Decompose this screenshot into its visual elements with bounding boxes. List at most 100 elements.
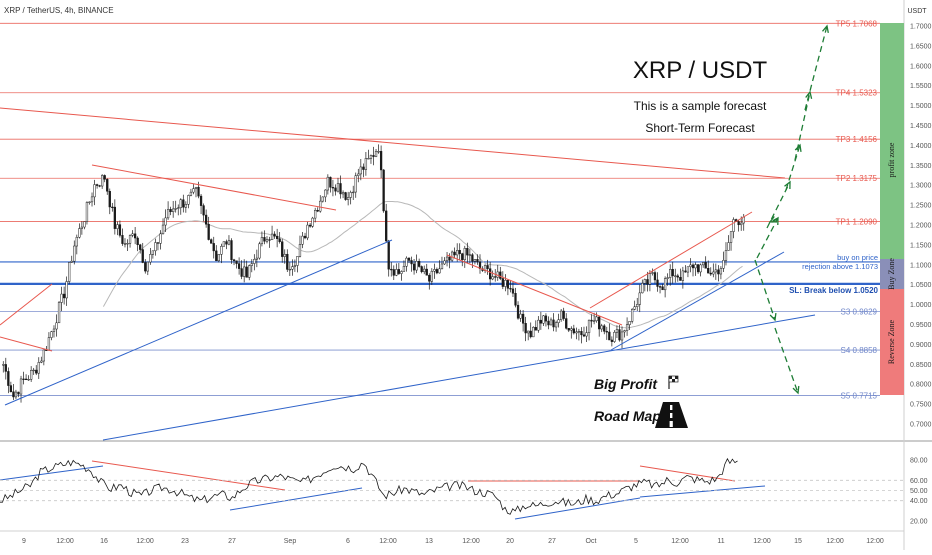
candle-body (653, 272, 657, 281)
candle-body (461, 253, 464, 261)
candle-body (717, 269, 720, 275)
projection-arrow-head (769, 313, 777, 322)
candle-body (116, 224, 119, 229)
candle-body (357, 173, 360, 176)
subtitle-shortterm: Short-Term Forecast (645, 121, 755, 135)
candle-body (415, 260, 418, 271)
x-tick-label: 5 (634, 538, 638, 545)
projection-arrow-shaft (754, 259, 776, 321)
y-tick-label: 1.3500 (910, 163, 932, 170)
candle-body (392, 269, 395, 276)
candle-body (636, 304, 639, 307)
x-tick-label: 12:00 (753, 538, 771, 545)
candle-body (625, 324, 629, 331)
candle-body (418, 260, 421, 267)
candle-body (235, 260, 238, 264)
candle-body (75, 236, 78, 247)
x-tick-label: 27 (228, 538, 236, 545)
y-tick-label: 0.9500 (910, 322, 932, 329)
candle-body (50, 331, 53, 338)
candle-body (14, 391, 18, 398)
candle-body (240, 268, 243, 277)
candle-body (339, 183, 342, 195)
candle-body (336, 183, 340, 192)
trendline-red (0, 107, 786, 179)
candle-body (732, 219, 735, 232)
candle-body (658, 286, 662, 288)
candle-body (164, 217, 167, 226)
rsi-trendline-blue (639, 485, 766, 498)
y-tick-label: 0.7000 (910, 422, 932, 429)
y-tick-label: 0.8000 (910, 382, 932, 389)
candle-body (445, 256, 449, 262)
candle-body (121, 235, 124, 244)
candle-body (362, 166, 365, 170)
candle-body (210, 239, 213, 244)
candle-body (620, 331, 624, 341)
candle-body (643, 279, 646, 284)
candle-body (684, 270, 687, 273)
candle-body (565, 318, 568, 329)
projection-arrow-head (794, 143, 802, 152)
y-tick-label: 1.6000 (910, 63, 932, 70)
candle-body (123, 243, 127, 245)
candle-body (450, 251, 454, 261)
candle-body (182, 199, 185, 208)
projection-arrow (794, 90, 813, 161)
candle-body (103, 175, 106, 180)
candle-body (232, 259, 236, 262)
candle-body (347, 197, 350, 200)
candle-body (146, 261, 149, 272)
x-tick-label: 12:00 (462, 538, 480, 545)
x-tick-label: 6 (346, 538, 350, 545)
candle-body (225, 241, 228, 245)
x-tick-label: 13 (425, 538, 433, 545)
candle-body (385, 210, 388, 242)
candle-body (463, 248, 466, 261)
road-icon (655, 402, 688, 428)
trendline-red (0, 283, 53, 326)
candle-body (542, 315, 545, 324)
candle-body (35, 369, 38, 374)
candle-body (248, 265, 251, 278)
candle-body (245, 266, 248, 278)
projection-arrow (804, 24, 829, 111)
projection-arrow-shaft (756, 217, 779, 259)
y-tick-label: 1.6500 (910, 43, 932, 50)
candle-body (702, 262, 705, 266)
candle-body (628, 321, 631, 325)
candle-body (40, 360, 43, 363)
candle-body (179, 199, 182, 209)
candle-body (722, 260, 725, 269)
candle-body (582, 334, 586, 337)
rsi-line (0, 457, 738, 515)
candle-body (453, 251, 456, 256)
candle-body (293, 265, 297, 267)
candle-body (742, 216, 745, 224)
trendline-red (446, 254, 623, 326)
candle-body (686, 266, 690, 273)
candle-body (471, 254, 474, 262)
candle-body (395, 269, 398, 276)
rsi-y-tick-label: 60.00 (910, 478, 928, 485)
candle-body (212, 243, 215, 252)
candle-body (159, 233, 162, 244)
candle-body (301, 235, 304, 245)
projection-arrow-shaft (769, 217, 779, 223)
rsi-trendline-blue (229, 487, 363, 511)
candle-body (98, 185, 101, 187)
x-tick-label: 12:00 (136, 538, 154, 545)
level-label: TP5 1.7068 (836, 19, 878, 28)
candle-body (151, 250, 155, 255)
x-tick-label: 12:00 (866, 538, 884, 545)
candle-body (610, 339, 614, 342)
candle-body (669, 269, 672, 278)
candle-body (494, 276, 497, 278)
candle-body (78, 228, 81, 238)
candle-body (331, 187, 335, 189)
candle-body (364, 158, 368, 170)
candle-body (126, 243, 129, 245)
candle-body (192, 188, 195, 193)
candle-body (172, 208, 175, 213)
